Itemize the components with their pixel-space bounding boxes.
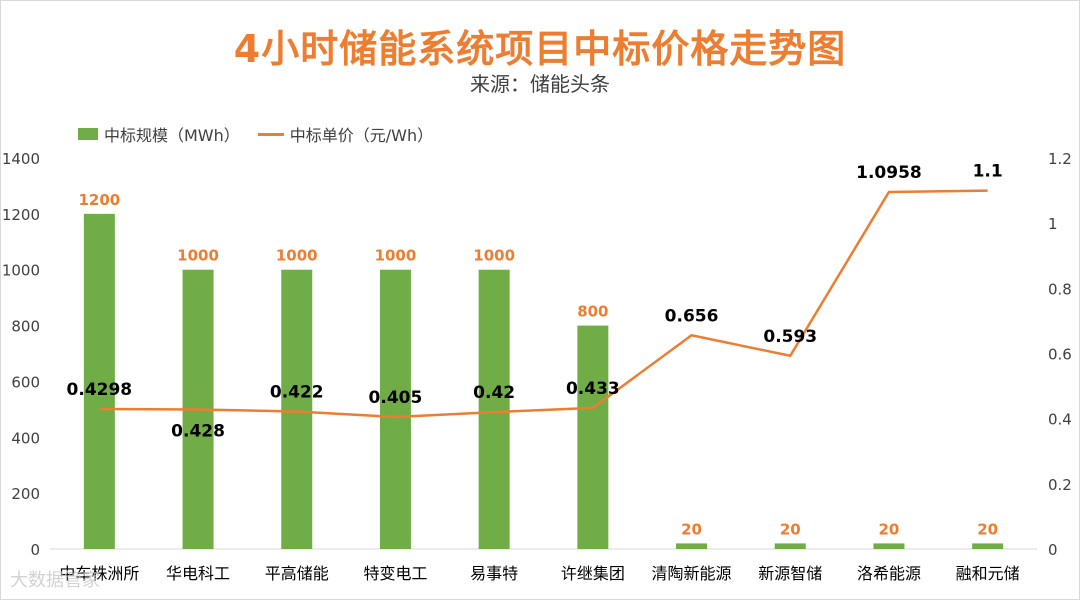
x-tick-label: 融和元储 — [956, 564, 1020, 583]
legend-bar-label: 中标规模（MWh） — [104, 126, 240, 145]
bar — [676, 543, 708, 549]
y-right-tick-label: 0.6 — [1048, 346, 1072, 364]
line-value-label: 1.0958 — [856, 163, 922, 183]
line-value-label: 1.1 — [973, 162, 1003, 182]
line-value-label: 0.656 — [665, 306, 719, 326]
y-left-tick-label: 400 — [11, 429, 40, 447]
x-tick-label: 清陶新能源 — [652, 564, 732, 583]
bar — [478, 269, 510, 549]
bar — [873, 543, 905, 549]
line-value-label: 0.4298 — [67, 380, 133, 400]
bar — [774, 543, 806, 549]
bar-value-label: 1000 — [375, 247, 417, 265]
chart-title: 4小时储能系统项目中标价格走势图 — [233, 27, 847, 71]
line-value-label: 0.405 — [369, 388, 423, 408]
y-left-tick-label: 1000 — [2, 262, 40, 280]
y-right-tick-label: 1 — [1048, 215, 1058, 233]
x-tick-label: 华电科工 — [166, 564, 230, 583]
bar-value-label: 20 — [879, 520, 900, 538]
x-tick-label: 易事特 — [470, 564, 518, 583]
x-tick-label: 平高储能 — [265, 564, 329, 583]
chart-subtitle: 来源：储能头条 — [470, 72, 610, 96]
bar-value-label: 1200 — [78, 191, 120, 209]
y-right-tick-label: 0.4 — [1048, 411, 1072, 429]
price-line — [99, 189, 988, 419]
bar — [83, 213, 115, 549]
watermark: 大数据管家 — [10, 570, 100, 591]
x-tick-label: 特变电工 — [363, 564, 427, 583]
x-tick-label: 许继集团 — [561, 564, 625, 583]
line-value-label: 0.433 — [566, 379, 620, 399]
legend-bar-swatch — [78, 128, 98, 140]
bar-value-label: 1000 — [177, 247, 219, 265]
bar-value-label: 20 — [780, 520, 801, 538]
y-left-tick-label: 1400 — [2, 150, 40, 168]
y-left-tick-label: 800 — [11, 318, 40, 336]
y-left-tick-label: 1200 — [2, 206, 40, 224]
x-tick-label: 洛希能源 — [857, 564, 921, 583]
y-right-tick-label: 0.8 — [1048, 280, 1072, 298]
legend-line-label: 中标单价（元/Wh） — [289, 126, 434, 145]
y-right-tick-label: 0.2 — [1048, 476, 1072, 494]
line-value-label: 0.422 — [270, 382, 324, 402]
bar-value-label: 20 — [681, 520, 702, 538]
bar-value-label: 800 — [577, 303, 608, 321]
y-left-tick-label: 200 — [11, 485, 40, 503]
y-right-tick-label: 1.2 — [1048, 150, 1072, 168]
y-right-tick-label: 0 — [1048, 541, 1058, 559]
x-tick-label: 中车株洲所 — [59, 564, 139, 583]
bar — [379, 269, 411, 549]
bar — [281, 269, 313, 549]
y-left-tick-label: 0 — [30, 541, 40, 559]
legend: 中标规模（MWh） 中标单价（元/Wh） — [78, 122, 433, 146]
x-tick-label: 新源智储 — [758, 564, 822, 583]
bar-value-label: 1000 — [276, 247, 318, 265]
y-left-tick-label: 600 — [11, 373, 40, 391]
line-value-label: 0.42 — [473, 383, 515, 403]
bar-value-label: 20 — [977, 520, 998, 538]
legend-line-swatch — [257, 132, 284, 136]
bar-value-label: 1000 — [473, 247, 515, 265]
line-value-label: 0.428 — [171, 422, 225, 442]
line-value-label: 0.593 — [763, 327, 817, 347]
bar — [972, 543, 1004, 549]
bar — [577, 325, 609, 549]
